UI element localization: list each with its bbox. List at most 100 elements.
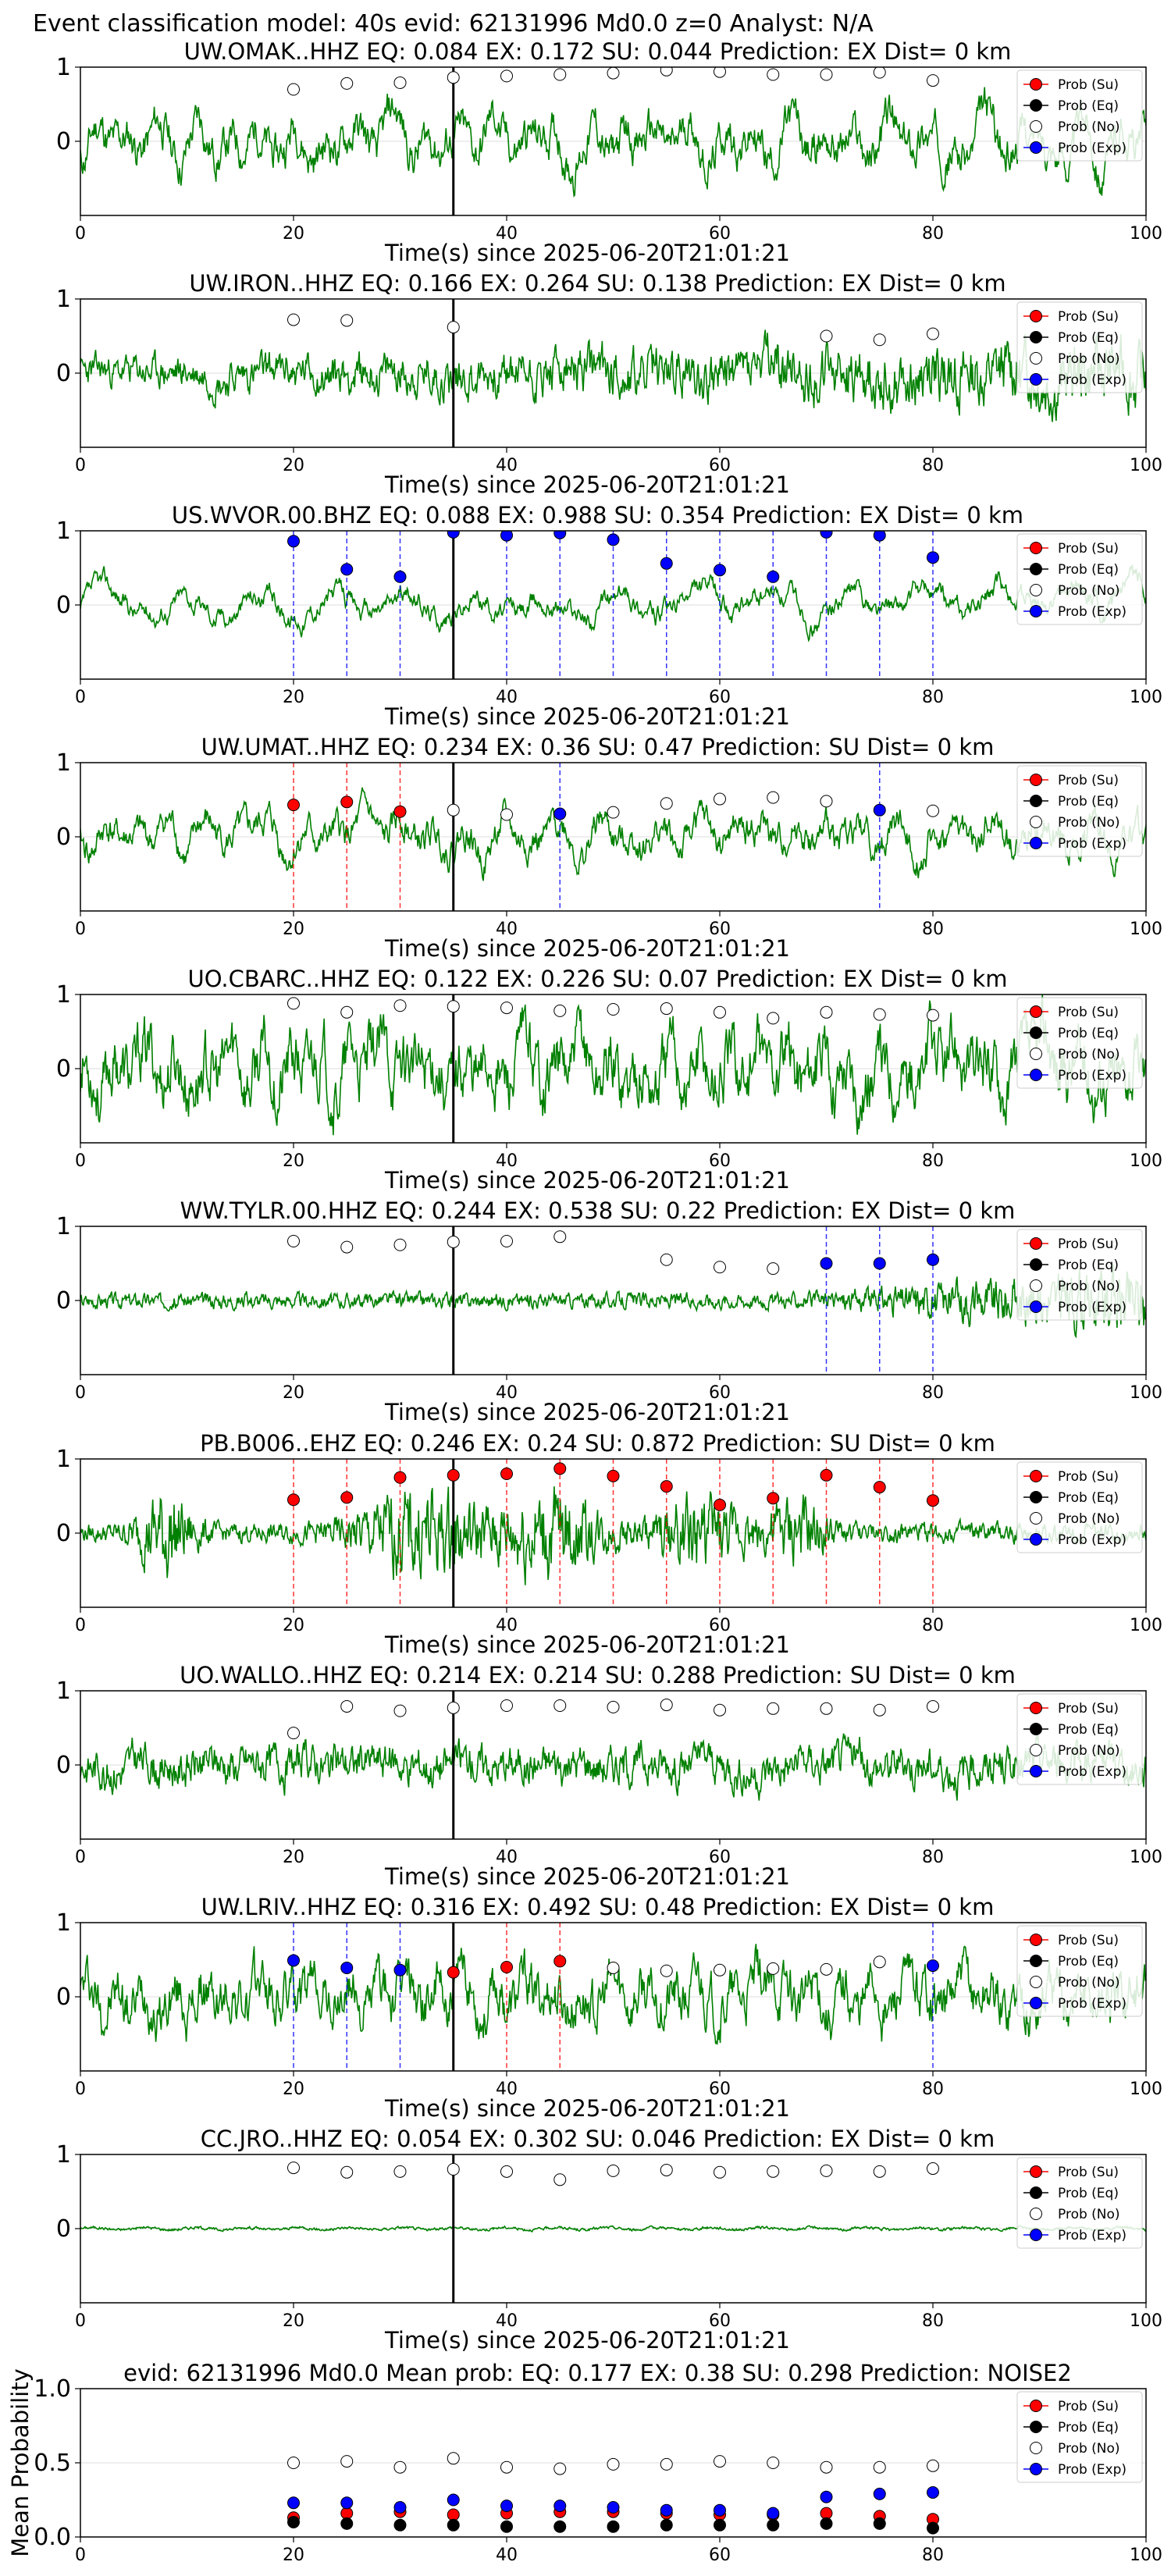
x-tick-label: 60 xyxy=(709,224,731,244)
y-tick-label: 0 xyxy=(56,824,71,851)
prob-point-no xyxy=(714,1005,726,1019)
mean-prob-point-eq xyxy=(393,2518,407,2532)
prob-point-exp xyxy=(927,1253,939,1266)
legend-label: Prob (No) xyxy=(1058,815,1120,831)
prob-point-no xyxy=(340,1240,354,1254)
prob-point-su xyxy=(500,1468,513,1480)
legend: Prob (Su) Prob (Eq) Prob (No) Prob (Exp) xyxy=(1016,2391,1143,2483)
x-axis-label: Time(s) since 2025-06-20T21:01:21 xyxy=(384,2327,790,2354)
x-tick-label: 0 xyxy=(75,1383,86,1403)
prob-point-no xyxy=(714,2165,726,2179)
x-tick-label: 20 xyxy=(283,224,304,244)
x-tick-label: 40 xyxy=(496,688,518,707)
legend-label: Prob (Exp) xyxy=(1058,836,1127,852)
legend-label: Prob (Su) xyxy=(1058,1701,1119,1717)
x-axis-label: Time(s) since 2025-06-20T21:01:21 xyxy=(384,2095,790,2122)
x-tick-label: 80 xyxy=(922,1616,944,1635)
prob-point-no xyxy=(340,1699,354,1713)
panel-10: CC.JRO..HHZ EQ: 0.054 EX: 0.302 SU: 0.04… xyxy=(56,2126,1162,2354)
prob-point-no xyxy=(553,2173,567,2186)
legend-label: Prob (Su) xyxy=(1058,77,1119,93)
x-tick-label: 40 xyxy=(496,2311,518,2331)
x-tick-label: 80 xyxy=(922,1383,944,1403)
legend-marker-eq xyxy=(1030,1723,1042,1735)
x-tick-label: 100 xyxy=(1130,1848,1162,1867)
prob-point-exp xyxy=(820,1257,833,1270)
legend-label: Prob (Exp) xyxy=(1058,1996,1127,2012)
mean-prob-point-no xyxy=(927,2459,939,2472)
legend-marker-no xyxy=(1030,352,1042,365)
mean-prob-point-no xyxy=(820,2460,833,2474)
legend-box xyxy=(1016,301,1143,393)
plot-area xyxy=(80,1226,1146,1375)
legend-label: Prob (No) xyxy=(1058,1743,1120,1759)
prob-point-su xyxy=(340,795,354,809)
panel-title: PB.B006..EHZ EQ: 0.246 EX: 0.24 SU: 0.87… xyxy=(200,1430,995,1457)
panel-8: UO.WALLO..HHZ EQ: 0.214 EX: 0.214 SU: 0.… xyxy=(56,1662,1162,1890)
legend: Prob (Su) Prob (Eq) Prob (No) Prob (Exp) xyxy=(1016,997,1143,1089)
plot-area xyxy=(287,2452,939,2535)
prob-point-no xyxy=(820,1962,833,1976)
y-tick-label: 1.0 xyxy=(34,2375,71,2403)
x-axis-label: Time(s) since 2025-06-20T21:01:21 xyxy=(384,935,790,962)
legend-marker-su xyxy=(1030,1702,1042,1714)
legend: Prob (Su) Prob (Eq) Prob (No) Prob (Exp) xyxy=(1016,2157,1143,2249)
legend-marker-eq xyxy=(1030,795,1042,807)
waveform-trace xyxy=(80,87,1146,198)
prob-point-su xyxy=(873,1481,886,1494)
panel-title: UO.WALLO..HHZ EQ: 0.214 EX: 0.214 SU: 0.… xyxy=(180,1662,1016,1688)
legend-box xyxy=(1016,997,1143,1089)
y-tick-label: 0 xyxy=(56,128,71,155)
prob-point-no xyxy=(820,795,833,808)
x-tick-label: 0 xyxy=(75,688,86,707)
legend-label: Prob (Su) xyxy=(1058,2165,1119,2180)
prob-point-no xyxy=(714,1703,726,1717)
prob-point-no xyxy=(714,67,726,78)
x-tick-label: 60 xyxy=(709,2311,731,2331)
legend-label: Prob (Exp) xyxy=(1058,2462,1127,2478)
legend-marker-no xyxy=(1030,2442,1042,2454)
prob-point-no xyxy=(927,2162,939,2176)
mean-prob-point-eq xyxy=(447,2518,460,2532)
x-tick-label: 40 xyxy=(496,1151,518,1171)
x-tick-label: 100 xyxy=(1130,456,1162,475)
prob-point-exp xyxy=(340,1961,354,1974)
legend-label: Prob (Eq) xyxy=(1058,1026,1119,1041)
panel-5: UO.CBARC..HHZ EQ: 0.122 EX: 0.226 SU: 0.… xyxy=(56,966,1162,1194)
plot-area xyxy=(80,1459,1146,1607)
panel-9: UW.LRIV..HHZ EQ: 0.316 EX: 0.492 SU: 0.4… xyxy=(56,1894,1162,2122)
x-tick-label: 20 xyxy=(283,456,304,475)
waveform-trace xyxy=(80,329,1146,422)
prob-point-no xyxy=(287,997,300,1010)
legend-label: Prob (Su) xyxy=(1058,1933,1119,1948)
prob-point-no xyxy=(447,1235,460,1248)
legend-marker-su xyxy=(1030,2400,1042,2412)
mean-prob-point-exp xyxy=(607,2501,620,2514)
prob-point-no xyxy=(340,2165,354,2179)
prob-point-no xyxy=(447,1701,460,1714)
x-tick-label: 100 xyxy=(1130,1151,1162,1171)
x-axis-label: Time(s) since 2025-06-20T21:01:21 xyxy=(384,1863,790,1890)
prob-point-no xyxy=(873,67,886,79)
x-tick-label: 80 xyxy=(922,1848,944,1867)
prob-point-no xyxy=(500,1699,513,1712)
legend-label: Prob (No) xyxy=(1058,583,1120,599)
y-tick-label: 0 xyxy=(56,1984,71,2011)
plot-area xyxy=(80,763,1146,911)
y-tick-label: 0 xyxy=(56,1520,71,1547)
legend-marker-exp xyxy=(1030,2229,1042,2241)
legend-marker-exp xyxy=(1030,1997,1042,2009)
x-tick-label: 80 xyxy=(922,456,944,475)
plot-area xyxy=(80,1923,1146,2071)
legend-marker-no xyxy=(1030,2208,1042,2220)
prob-point-no xyxy=(340,314,354,327)
x-tick-label: 80 xyxy=(922,688,944,707)
x-tick-label: 60 xyxy=(709,1383,731,1403)
prob-point-no xyxy=(607,2164,620,2177)
prob-point-no xyxy=(287,313,300,326)
prob-point-exp xyxy=(287,1954,300,1967)
prob-point-no xyxy=(767,1962,780,1975)
prob-point-no xyxy=(287,1235,300,1247)
prob-point-exp xyxy=(500,531,513,542)
panel-1: UW.OMAK..HHZ EQ: 0.084 EX: 0.172 SU: 0.0… xyxy=(56,38,1162,266)
